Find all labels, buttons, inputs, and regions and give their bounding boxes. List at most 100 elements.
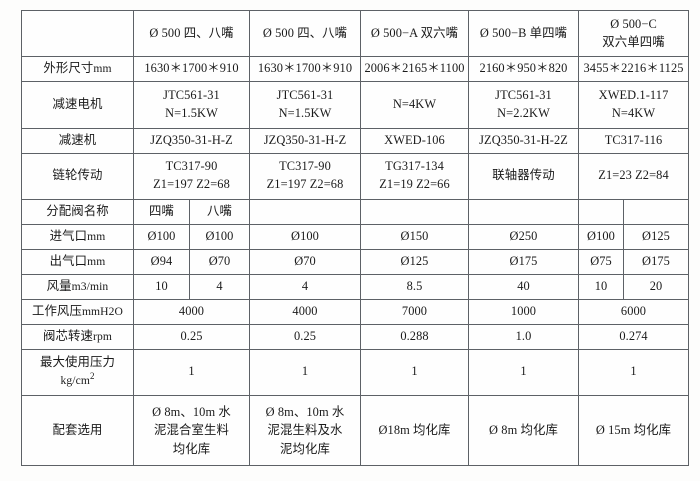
cell-application-c2-line3: 泥均化库 xyxy=(280,441,330,456)
row-label-working-pressure: 工作风压mmH2O xyxy=(21,298,134,325)
cell-dimensions-c3: 2006＊2165＊1100 xyxy=(360,56,470,83)
cell-air-outlet-c4: Ø175 xyxy=(468,248,580,275)
row-label-sprocket-drive: 链轮传动 xyxy=(21,152,134,200)
cell-air-inlet-c1a: Ø100 xyxy=(133,223,190,250)
row-label-max-pressure-name: 最大使用压力 xyxy=(40,355,115,370)
cell-air-volume-c3: 8.5 xyxy=(360,273,470,300)
cell-valve-name-c5b xyxy=(623,198,690,225)
cell-application-c1: Ø 8m、10m 水 泥混合室生料 均化库 xyxy=(132,395,251,466)
cell-spool-speed-c4: 1.0 xyxy=(468,323,580,350)
cell-air-volume-c1a: 10 xyxy=(133,273,190,300)
cell-geared-motor-c1-line1: JTC561-31 xyxy=(163,87,220,102)
cell-spool-speed-c5: 0.274 xyxy=(578,323,690,350)
cell-sprocket-drive-c5: Z1=23 Z2=84 xyxy=(578,152,690,200)
cell-max-pressure-c5: 1 xyxy=(578,348,690,397)
column-header-c5: Ø 500−C 双六单四嘴 xyxy=(578,9,690,58)
cell-geared-motor-c5: XWED.1-117 N=4KW xyxy=(578,81,690,129)
row-label-air-inlet: 进气口mm xyxy=(21,223,134,250)
cell-valve-name-c1a: 四嘴 xyxy=(133,198,190,225)
row-label-air-outlet-name: 出气口 xyxy=(49,253,88,268)
specification-table: Ø 500 四、八嘴 Ø 500 四、八嘴 Ø 500−A 双六嘴 Ø 500−… xyxy=(21,9,690,466)
row-label-max-pressure-superscript: 2 xyxy=(89,371,95,382)
cell-air-inlet-c3: Ø150 xyxy=(360,223,470,250)
row-label-air-inlet-unit: mm xyxy=(87,229,106,243)
table-row-air-inlet: 进气口mm Ø100 Ø100 Ø100 Ø150 Ø250 Ø100 Ø125 xyxy=(21,223,690,250)
cell-sprocket-drive-c1: TC317-90 Z1=197 Z2=68 xyxy=(132,152,251,200)
cell-max-pressure-c1: 1 xyxy=(132,348,251,397)
cell-sprocket-drive-c3-line1: TG317-134 xyxy=(385,159,444,174)
table-row-geared-motor: 减速电机 JTC561-31 N=1.5KW JTC561-31 N=1.5KW… xyxy=(21,81,690,129)
cell-dimensions-c5: 3455＊2216＊1125 xyxy=(578,56,690,83)
cell-working-pressure-c2: 4000 xyxy=(249,298,362,325)
cell-application-c1-line1: Ø 8m、10m 水 xyxy=(152,404,231,419)
row-label-max-pressure-unit: kg/cm xyxy=(60,374,90,388)
column-header-c3: Ø 500−A 双六嘴 xyxy=(360,9,470,58)
row-label-spool-speed-name: 阀芯转速 xyxy=(43,328,93,343)
cell-working-pressure-c4: 1000 xyxy=(468,298,580,325)
cell-spool-speed-c3: 0.288 xyxy=(360,323,470,350)
cell-application-c3: Ø18m 均化库 xyxy=(360,395,470,466)
cell-working-pressure-c5: 6000 xyxy=(578,298,690,325)
row-label-air-volume-unit: m3/min xyxy=(71,279,109,293)
table-row-spool-speed: 阀芯转速rpm 0.25 0.25 0.288 1.0 0.274 xyxy=(21,323,690,350)
cell-air-inlet-c1b: Ø100 xyxy=(188,223,251,250)
cell-air-outlet-c5b: Ø175 xyxy=(623,248,690,275)
table-row-valve-name: 分配阀名称 四嘴 八嘴 xyxy=(21,198,690,225)
cell-air-outlet-c1b: Ø70 xyxy=(188,248,251,275)
cell-max-pressure-c2: 1 xyxy=(249,348,362,397)
cell-air-volume-c4: 40 xyxy=(468,273,580,300)
cell-geared-motor-c4: JTC561-31 N=2.2KW xyxy=(468,81,580,129)
row-label-air-outlet-unit: mm xyxy=(87,254,106,268)
cell-working-pressure-c1: 4000 xyxy=(132,298,251,325)
cell-application-c2-line1: Ø 8m、10m 水 xyxy=(265,404,345,419)
cell-sprocket-drive-c1-line1: TC317-90 xyxy=(165,159,218,174)
row-label-spool-speed: 阀芯转速rpm xyxy=(21,323,134,350)
cell-valve-name-c3 xyxy=(360,198,470,225)
cell-air-inlet-c2: Ø100 xyxy=(249,223,362,250)
table-row-working-pressure: 工作风压mmH2O 4000 4000 7000 1000 6000 xyxy=(21,298,690,325)
cell-geared-motor-c2-line2: N=1.5KW xyxy=(278,105,332,120)
cell-dimensions-c2: 1630＊1700＊910 xyxy=(249,56,362,83)
cell-application-c5: Ø 15m 均化库 xyxy=(578,395,690,466)
cell-reducer-c4: JZQ350-31-H-2Z xyxy=(468,127,580,154)
column-header-c4: Ø 500−B 单四嘴 xyxy=(468,9,580,58)
row-label-working-pressure-unit: mmH2O xyxy=(81,304,124,318)
row-label-application: 配套选用 xyxy=(21,395,134,466)
cell-geared-motor-c1: JTC561-31 N=1.5KW xyxy=(132,81,251,129)
column-header-c2: Ø 500 四、八嘴 xyxy=(249,9,362,58)
cell-sprocket-drive-c2: TC317-90 Z1=197 Z2=68 xyxy=(249,152,362,200)
row-label-valve-name: 分配阀名称 xyxy=(21,198,134,225)
cell-geared-motor-c2: JTC561-31 N=1.5KW xyxy=(249,81,362,129)
row-label-dimensions: 外形尺寸mm xyxy=(21,56,134,83)
cell-sprocket-drive-c3: TG317-134 Z1=19 Z2=66 xyxy=(360,152,470,200)
cell-geared-motor-c1-line2: N=1.5KW xyxy=(165,105,218,120)
cell-geared-motor-c5-line1: XWED.1-117 xyxy=(598,87,669,102)
row-label-geared-motor: 减速电机 xyxy=(21,81,134,129)
cell-geared-motor-c3: N=4KW xyxy=(360,81,470,129)
cell-air-outlet-c5a: Ø75 xyxy=(578,248,625,275)
cell-spool-speed-c1: 0.25 xyxy=(132,323,251,350)
cell-application-c2-line2: 泥混生料及水 xyxy=(267,423,343,438)
row-label-air-inlet-name: 进气口 xyxy=(49,228,88,243)
table-row-air-volume: 风量m3/min 10 4 4 8.5 40 10 20 xyxy=(21,273,690,300)
cell-air-inlet-c4: Ø250 xyxy=(468,223,580,250)
table-row-dimensions: 外形尺寸mm 1630＊1700＊910 1630＊1700＊910 2006＊… xyxy=(21,56,690,83)
cell-spool-speed-c2: 0.25 xyxy=(249,323,362,350)
cell-air-volume-c5b: 20 xyxy=(623,273,690,300)
column-header-c5-line2: 双六单四嘴 xyxy=(602,34,665,49)
row-label-spool-speed-unit: rpm xyxy=(92,329,112,343)
cell-air-volume-c5a: 10 xyxy=(578,273,625,300)
cell-max-pressure-c3: 1 xyxy=(360,348,470,397)
row-label-reducer: 减速机 xyxy=(21,127,134,154)
cell-sprocket-drive-c3-line2: Z1=19 Z2=66 xyxy=(379,177,450,192)
cell-air-outlet-c3: Ø125 xyxy=(360,248,470,275)
cell-air-volume-c1b: 4 xyxy=(188,273,251,300)
cell-dimensions-c4: 2160＊950＊820 xyxy=(468,56,580,83)
cell-sprocket-drive-c1-line2: Z1=197 Z2=68 xyxy=(153,177,230,192)
cell-air-inlet-c5b: Ø125 xyxy=(623,223,690,250)
row-label-air-outlet: 出气口mm xyxy=(21,248,134,275)
cell-reducer-c3: XWED-106 xyxy=(360,127,470,154)
row-label-air-volume: 风量m3/min xyxy=(21,273,134,300)
cell-application-c1-line2: 泥混合室生料 xyxy=(154,423,229,438)
